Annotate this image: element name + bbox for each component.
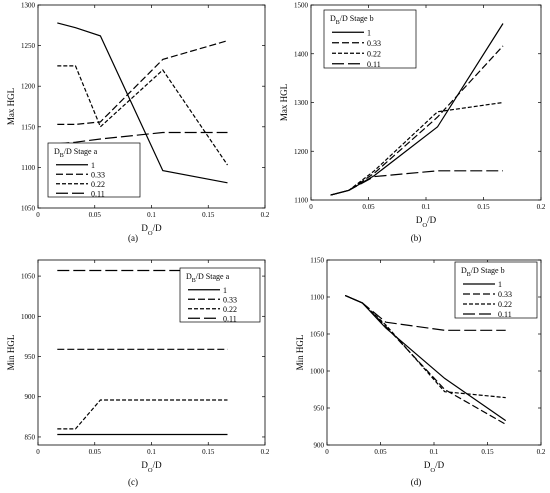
legend-label: 0.11: [367, 60, 381, 69]
y-tick-label: 1200: [21, 83, 36, 91]
y-tick-label: 1050: [21, 273, 36, 281]
panel-label: (b): [411, 233, 422, 243]
x-tick-label: 0.05: [374, 448, 387, 456]
x-tick-label: 0.15: [481, 448, 494, 456]
y-tick-label: 1050: [21, 205, 36, 213]
x-tick-label: 0.2: [537, 203, 546, 211]
panel-label: (d): [411, 477, 422, 487]
y-tick-label: 850: [25, 433, 36, 441]
y-tick-label: 1400: [294, 50, 309, 58]
legend-box: [454, 261, 538, 319]
legend-label: 0.22: [367, 49, 381, 58]
y-axis-label: Max HGL: [6, 88, 16, 125]
legend: DB/D Stage b 1 0.330.22 0.11: [323, 9, 417, 69]
series-line-1: [57, 22, 228, 184]
panel-label: (a): [128, 233, 138, 243]
legend-title: DB/D Stage a: [186, 272, 230, 284]
x-tick-label: 0: [309, 203, 313, 211]
x-tick-label: 0.15: [202, 448, 215, 456]
y-tick-label: 900: [25, 393, 36, 401]
legend-label: 0.22: [223, 305, 237, 314]
x-tick-label: 0.1: [147, 211, 156, 219]
legend-box: [47, 142, 141, 198]
y-tick-label: 1150: [310, 257, 324, 265]
legend-label: 1: [498, 280, 502, 289]
legend-label: 0.11: [91, 189, 105, 198]
series-line-0-22: [57, 65, 228, 166]
x-tick-label: 0.1: [147, 448, 156, 456]
y-tick-label: 1300: [294, 99, 309, 107]
chart-panel-a: 0 0.05 0.1 0.15 0.2 1050 1100 1150 1200 1250 1300 D…: [6, 2, 270, 244]
series-line-0-11: [344, 294, 506, 331]
legend-label: 0.22: [91, 180, 105, 189]
legend: DB/D Stage a 10.330.220.11: [179, 267, 261, 323]
y-tick-label: 1100: [294, 197, 308, 205]
y-tick-label: 1250: [21, 42, 36, 50]
x-tick-label: 0.05: [362, 203, 375, 211]
y-axis-label: Min HGL: [295, 335, 305, 371]
chart-panel-d: 0 0.05 0.1 0.15 0.2 900 950 1000 1050 1100 1150 DO/…: [295, 257, 546, 488]
legend-label: 0.11: [223, 314, 237, 323]
legend: DB/D Stage a 10.330.220.11: [47, 142, 141, 198]
x-tick-label: 0.15: [202, 211, 215, 219]
x-tick-label: 0: [36, 448, 40, 456]
x-axis-label: DO/D: [424, 460, 445, 474]
legend-box: [323, 9, 417, 69]
x-tick-label: 0: [325, 448, 329, 456]
y-tick-label: 1050: [310, 331, 325, 339]
legend-label: 0.33: [91, 170, 105, 179]
chart-panel-c: 0 0.05 0.1 0.15 0.2 850 900 950 1000 1050 DO/D Min …: [6, 259, 270, 487]
legend-label: 1: [367, 28, 371, 37]
panel-label: (c): [128, 477, 138, 487]
x-tick-label: 0.05: [89, 211, 102, 219]
y-tick-label: 950: [314, 405, 325, 413]
legend-title: DB/D Stage a: [54, 147, 98, 159]
legend-title: DB/D Stage b: [330, 14, 374, 26]
legend: DB/D Stage b 10.330.220.11: [454, 261, 538, 319]
legend-label: 0.33: [367, 39, 381, 48]
legend-label: 0.33: [223, 295, 237, 304]
x-axis-label: DO/D: [141, 223, 162, 237]
y-tick-label: 900: [314, 442, 325, 450]
x-tick-label: 0.1: [422, 203, 431, 211]
y-tick-label: 1100: [310, 294, 324, 302]
y-tick-label: 1300: [21, 2, 36, 10]
y-tick-label: 1100: [21, 164, 35, 172]
y-tick-label: 1000: [310, 368, 325, 376]
x-tick-label: 0.15: [477, 203, 490, 211]
series-line-0-22: [344, 294, 506, 399]
y-tick-label: 1000: [21, 313, 36, 321]
x-tick-label: 0.2: [537, 448, 546, 456]
series-line-0-22: [57, 399, 228, 430]
y-tick-label: 950: [25, 353, 36, 361]
y-axis-label: Max HGL: [279, 84, 289, 121]
series-line-0-33: [57, 40, 228, 126]
legend-label: 0.33: [498, 290, 512, 299]
y-tick-label: 1200: [294, 148, 309, 156]
y-tick-label: 1150: [21, 123, 35, 131]
legend-box: [179, 267, 261, 323]
chart-panel-b: 0 0.05 0.1 0.15 0.2 1100 1200 1300 1400 1500 DO/D M…: [279, 2, 546, 244]
x-tick-label: 0.2: [261, 448, 270, 456]
series-line-0-11: [330, 170, 503, 196]
series-line-0-22: [330, 101, 504, 196]
y-tick-label: 1500: [294, 2, 309, 10]
legend-title: DB/D Stage b: [461, 266, 505, 278]
x-axis-label: DO/D: [416, 215, 437, 229]
y-axis-label: Min HGL: [6, 335, 16, 371]
x-tick-label: 0.05: [89, 448, 102, 456]
x-axis-label: DO/D: [141, 460, 162, 474]
legend-label: 0.22: [498, 300, 512, 309]
legend-label: 1: [91, 161, 95, 170]
series-line-0-11: [57, 131, 228, 145]
x-tick-label: 0.1: [430, 448, 439, 456]
x-tick-label: 0: [36, 211, 40, 219]
legend-label: 0.11: [498, 310, 512, 319]
legend-label: 1: [223, 286, 227, 295]
x-tick-label: 0.2: [261, 211, 270, 219]
